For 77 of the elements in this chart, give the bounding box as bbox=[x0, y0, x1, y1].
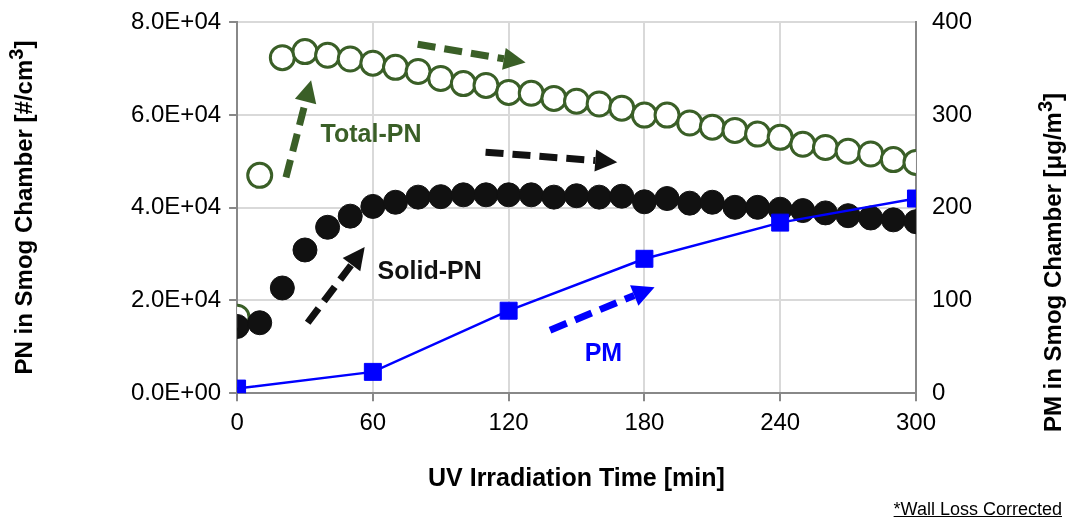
y-tick-label: 6.0E+04 bbox=[130, 99, 222, 127]
point bbox=[360, 193, 386, 219]
point bbox=[609, 183, 635, 209]
point bbox=[428, 184, 454, 210]
point bbox=[337, 203, 363, 229]
series-label: Solid-PN bbox=[377, 256, 482, 285]
point bbox=[698, 113, 726, 141]
point bbox=[382, 189, 408, 215]
point bbox=[879, 146, 907, 174]
y2-tick-label: 0 bbox=[931, 377, 946, 405]
point bbox=[496, 182, 522, 208]
point bbox=[472, 71, 500, 99]
point bbox=[834, 137, 862, 165]
point bbox=[722, 194, 748, 220]
point bbox=[517, 79, 545, 107]
point bbox=[631, 189, 657, 215]
point bbox=[404, 58, 432, 86]
point bbox=[359, 49, 387, 77]
x-tick-label: 120 bbox=[488, 408, 529, 436]
y2-tick-label: 400 bbox=[931, 7, 972, 35]
point bbox=[811, 134, 839, 162]
point bbox=[608, 94, 636, 122]
y2-tick-label: 300 bbox=[931, 99, 972, 127]
point bbox=[857, 140, 885, 168]
x-tick-label: 0 bbox=[230, 408, 244, 436]
point bbox=[381, 53, 409, 81]
point bbox=[745, 194, 771, 220]
point bbox=[586, 184, 612, 210]
x-tick-label: 240 bbox=[760, 408, 801, 436]
point bbox=[585, 90, 613, 118]
point bbox=[653, 101, 681, 129]
point bbox=[449, 70, 477, 98]
point bbox=[744, 120, 772, 148]
legend-label: PM bbox=[584, 337, 623, 367]
legend-label: Total-PN bbox=[320, 118, 422, 148]
point bbox=[635, 249, 654, 268]
y-tick-label: 0.0E+00 bbox=[130, 377, 222, 405]
point bbox=[247, 310, 273, 336]
point bbox=[564, 183, 590, 209]
y-tick-label: 4.0E+04 bbox=[130, 192, 222, 220]
y-tick-label: 8.0E+04 bbox=[130, 7, 222, 35]
point bbox=[314, 41, 342, 69]
x-tick-label: 300 bbox=[895, 408, 936, 436]
point bbox=[699, 189, 725, 215]
point bbox=[540, 84, 568, 112]
point bbox=[269, 275, 295, 301]
x-axis-title: UV Irradiation Time [min] bbox=[428, 463, 725, 493]
point bbox=[789, 130, 817, 158]
point bbox=[880, 207, 906, 233]
x-tick-label: 180 bbox=[624, 408, 665, 436]
point bbox=[518, 182, 544, 208]
point bbox=[405, 184, 431, 210]
point bbox=[315, 214, 341, 240]
point bbox=[473, 182, 499, 208]
point bbox=[858, 205, 884, 231]
point bbox=[676, 109, 704, 137]
y2-tick-label: 200 bbox=[931, 192, 972, 220]
point bbox=[541, 184, 567, 210]
text: *Wall Loss Corrected bbox=[893, 499, 1062, 520]
x-tick-label: 60 bbox=[359, 408, 387, 436]
point bbox=[246, 161, 274, 189]
y-tick-label: 2.0E+04 bbox=[130, 285, 222, 313]
point bbox=[427, 64, 455, 92]
point bbox=[721, 116, 749, 144]
point bbox=[677, 190, 703, 216]
point bbox=[563, 87, 591, 115]
point bbox=[766, 123, 794, 151]
point bbox=[336, 45, 364, 73]
point bbox=[630, 101, 658, 129]
point bbox=[268, 44, 296, 72]
point bbox=[495, 78, 523, 106]
point bbox=[291, 38, 319, 66]
point bbox=[450, 182, 476, 208]
point bbox=[654, 186, 680, 212]
y2-tick-label: 100 bbox=[931, 285, 972, 313]
point bbox=[292, 237, 318, 263]
point bbox=[499, 301, 518, 320]
